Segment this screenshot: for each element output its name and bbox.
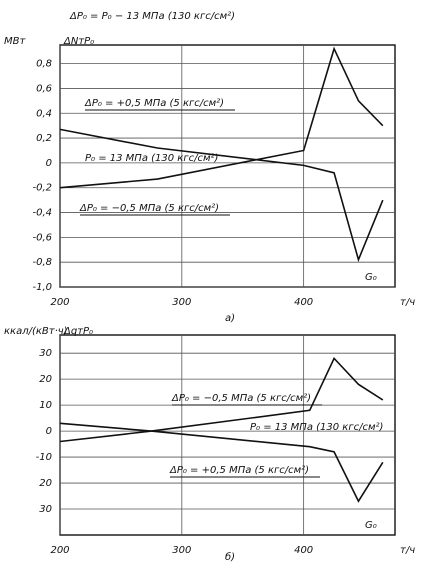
series-label: ΔP₀ = −0,5 МПа (5 кгс/см²)	[79, 203, 219, 214]
y-tick-label: 0,2	[36, 133, 52, 144]
y-tick-label: 0,4	[36, 108, 52, 119]
series-line	[59, 422, 384, 503]
y-unit: МВт	[4, 36, 26, 47]
series-line	[59, 46, 384, 189]
annotation: P₀ = 13 МПа (130 кгс/см²)	[85, 153, 218, 164]
x-tick-label: 300	[172, 545, 191, 556]
y-tick-label: -0,6	[32, 232, 52, 243]
series-line	[59, 128, 384, 263]
x-unit: т/ч	[400, 297, 415, 308]
series-line	[59, 356, 384, 443]
x-tick-label: 300	[172, 297, 191, 308]
x-tick-label: 400	[294, 545, 313, 556]
y-tick-label: -0,8	[32, 257, 52, 268]
y-tick-label: 30	[39, 348, 52, 359]
series-label: ΔP₀ = −0,5 МПа (5 кгс/см²)	[171, 393, 311, 404]
y-tick-label: 0	[46, 426, 52, 437]
y-tick-label: -0,4	[32, 208, 52, 219]
x-tick-label: 400	[294, 297, 313, 308]
x-tick-label: 200	[50, 545, 69, 556]
y-tick-label: -10	[36, 452, 52, 463]
y-tick-label: -1,0	[32, 282, 52, 293]
y-label: ΔqтP₀	[63, 326, 93, 337]
y-tick-label: 0,8	[36, 59, 52, 70]
x-tick-label: 200	[50, 297, 69, 308]
y-label: ΔNтP₀	[63, 36, 94, 47]
y-tick-label: 20	[39, 478, 52, 489]
y-tick-label: 30	[39, 504, 52, 515]
x-label: G₀	[365, 520, 377, 531]
x-unit: т/ч	[400, 545, 415, 556]
y-tick-label: 0	[46, 158, 52, 169]
y-unit: ккал/(кВт·ч)	[4, 326, 68, 337]
y-tick-label: -0,2	[32, 183, 52, 194]
series-label: ΔP₀ = +0,5 МПа (5 кгс/см²)	[84, 98, 224, 109]
y-tick-label: 20	[39, 374, 52, 385]
y-tick-label: 0,6	[36, 83, 52, 94]
y-tick-label: 10	[39, 400, 52, 411]
annotation: P₀ = 13 МПа (130 кгс/см²)	[250, 422, 383, 433]
series-label: ΔP₀ = +0,5 МПа (5 кгс/см²)	[169, 465, 309, 476]
chart-title: ΔP₀ = P₀ − 13 МПа (130 кгс/см²)	[69, 11, 235, 22]
caption: а)	[225, 313, 235, 324]
x-label: G₀	[365, 272, 377, 283]
caption: б)	[225, 551, 235, 563]
